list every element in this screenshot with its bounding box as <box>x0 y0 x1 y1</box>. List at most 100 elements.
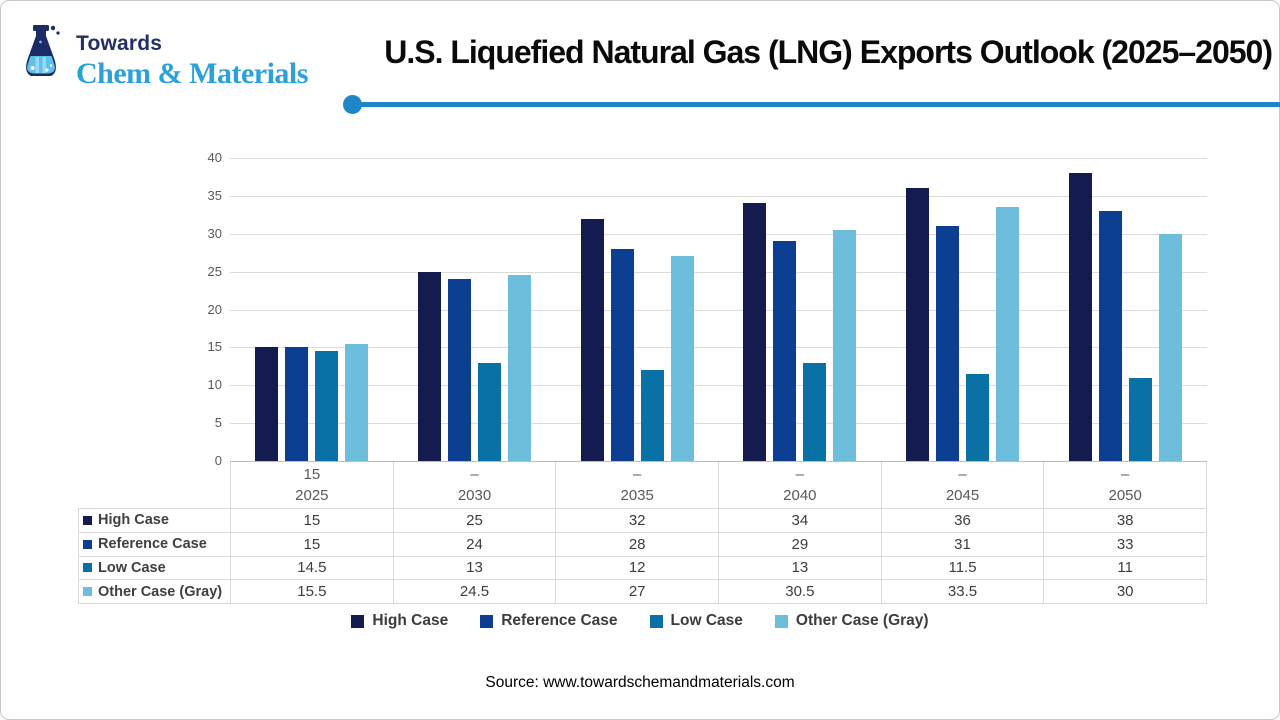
table-value: 24 <box>394 532 557 556</box>
table-value: 11 <box>1044 556 1208 580</box>
bar-reference-case <box>610 248 634 461</box>
gridline <box>230 158 1207 159</box>
bar-low-case <box>640 370 664 461</box>
bar-reference-case <box>936 226 960 461</box>
legend-item-low-case: Low Case <box>649 612 743 630</box>
bar-high-case <box>906 188 930 461</box>
legend-label: High Case <box>372 612 449 629</box>
series-swatch <box>83 587 92 597</box>
bar-high-case <box>580 218 604 461</box>
divider-line <box>357 102 1280 107</box>
bar-other-case-gray <box>996 207 1020 461</box>
legend-label: Low Case <box>670 612 743 629</box>
legend-label: Reference Case <box>501 612 618 629</box>
bar-group-2045 <box>881 158 1044 461</box>
table-value: 27 <box>556 580 720 603</box>
bar-group-2040 <box>718 158 881 461</box>
brand-text: Towards Chem & Materials <box>76 24 308 91</box>
bar-group-2035 <box>556 158 719 461</box>
gridline <box>230 423 1207 425</box>
table-value: 31 <box>882 532 1045 556</box>
table-row: High Case 15 25 32 34 36 38 <box>79 509 1208 533</box>
y-axis-tick-label: 25 <box>207 263 222 279</box>
series-name: Other Case (Gray) <box>98 583 223 600</box>
x-axis-category: – 2040 <box>719 462 882 508</box>
table-value: 13 <box>719 556 882 580</box>
x-axis-sublabel: – <box>633 466 642 483</box>
legend-swatch <box>649 614 663 628</box>
series-swatch <box>83 563 92 573</box>
y-axis-tick-label: 15 <box>207 339 222 355</box>
flask-logo-icon <box>26 25 60 76</box>
plot-area <box>230 158 1207 462</box>
y-axis-tick-label: 20 <box>207 301 222 317</box>
series-swatch <box>83 539 92 549</box>
table-value: 24.5 <box>394 580 557 603</box>
table-row: Other Case (Gray) 15.5 24.5 27 30.5 33.5 30 <box>79 580 1208 604</box>
y-axis-tick-label: 10 <box>207 377 222 393</box>
x-axis-category: – 2030 <box>394 462 557 508</box>
brand-logo: Towards Chem & Materials <box>18 24 308 91</box>
table-series-label: Reference Case <box>79 532 231 556</box>
brand-name-bottom: Chem & Materials <box>76 57 308 90</box>
bar-low-case <box>314 351 338 461</box>
table-value: 30.5 <box>719 580 882 603</box>
x-axis-year-label: 2030 <box>457 487 492 504</box>
bar-high-case <box>254 347 278 461</box>
y-axis-tick-label: 40 <box>207 150 222 165</box>
bar-other-case-gray <box>344 343 368 461</box>
series-name: Reference Case <box>98 536 207 553</box>
table-value: 33.5 <box>882 580 1045 603</box>
series-name: High Case <box>98 512 169 529</box>
x-axis-category: 15 2025 <box>231 462 394 508</box>
x-axis-band: 15 2025 – 2030 – 2035 – 2040 – 2045 – 2050 <box>230 462 1208 508</box>
table-value: 14.5 <box>231 556 394 580</box>
x-axis-sublabel: – <box>795 466 805 483</box>
bar-reference-case <box>447 279 471 461</box>
x-axis-sublabel: 15 <box>303 466 321 483</box>
table-value: 32 <box>556 509 720 532</box>
bar-low-case <box>477 362 501 461</box>
source-text: Source: www.towardschemandmaterials.com <box>485 674 795 691</box>
table-series-label: Low Case <box>79 556 231 580</box>
legend-swatch <box>774 614 788 628</box>
bar-high-case <box>1069 173 1093 461</box>
x-axis-year-label: 2045 <box>945 487 980 504</box>
x-axis-year-label: 2040 <box>783 487 817 504</box>
divider-dot <box>343 95 362 114</box>
table-value: 11.5 <box>882 556 1045 580</box>
y-axis-tick-label: 35 <box>207 187 222 203</box>
table-value: 25 <box>394 509 557 532</box>
y-axis-tick-label: 0 <box>214 453 222 468</box>
table-value: 38 <box>1044 509 1208 532</box>
bar-other-case-gray <box>1159 233 1183 461</box>
data-table: High Case 15 25 32 34 36 38 Reference Case 15 24 2… <box>78 508 1208 604</box>
y-axis-tick-label: 5 <box>214 415 222 431</box>
table-value: 29 <box>719 532 882 556</box>
table-value: 12 <box>556 556 720 580</box>
page-title: U.S. Liquefied Natural Gas (LNG) Exports… <box>384 34 1273 70</box>
x-axis-category: – 2035 <box>556 462 720 508</box>
table-value: 15.5 <box>231 580 394 603</box>
gridline <box>230 347 1207 349</box>
table-row: Reference Case 15 24 28 29 31 33 <box>79 532 1208 557</box>
table-value: 34 <box>719 509 882 532</box>
bar-other-case-gray <box>507 275 531 461</box>
legend-swatch <box>351 614 365 628</box>
brand-name-top: Towards <box>76 32 163 55</box>
y-axis-labels: 0 5 10 15 20 25 30 35 40 <box>186 150 222 468</box>
table-value: 33 <box>1044 532 1208 556</box>
bar-other-case-gray <box>833 229 857 461</box>
bar-groups <box>230 158 1207 461</box>
x-axis-sublabel: – <box>958 466 967 483</box>
bar-low-case <box>1129 377 1153 461</box>
table-value: 13 <box>394 556 557 580</box>
table-value: 28 <box>556 532 720 556</box>
bar-low-case <box>803 362 827 461</box>
x-axis-year-label: 2050 <box>1108 487 1142 504</box>
x-axis-year-label: 2025 <box>295 487 329 504</box>
bar-group-2050 <box>1044 158 1207 461</box>
bar-other-case-gray <box>670 256 694 461</box>
bar-high-case <box>417 271 441 461</box>
legend-item-reference-case: Reference Case <box>480 612 618 630</box>
